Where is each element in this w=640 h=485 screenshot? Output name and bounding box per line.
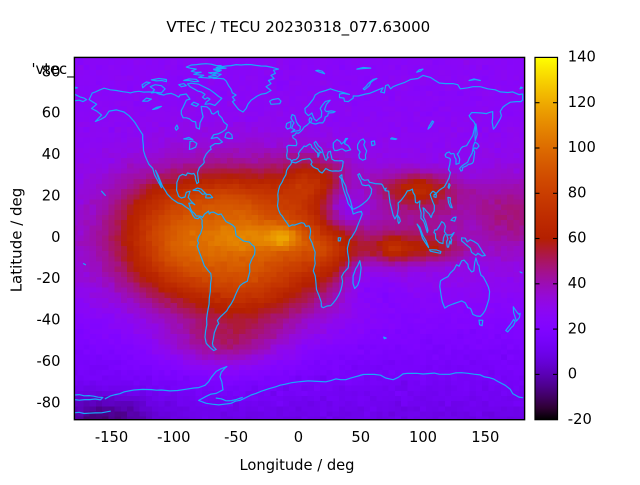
- svg-text:80: 80: [42, 63, 61, 80]
- svg-text:0: 0: [51, 229, 60, 246]
- svg-text:-40: -40: [37, 312, 61, 329]
- svg-text:-100: -100: [157, 429, 190, 446]
- svg-text:50: 50: [351, 429, 370, 446]
- svg-text:60: 60: [42, 105, 61, 122]
- svg-text:40: 40: [568, 275, 587, 292]
- svg-text:'vtec_: 'vtec_: [32, 61, 76, 78]
- svg-text:60: 60: [568, 230, 587, 247]
- svg-text:100: 100: [409, 429, 437, 446]
- svg-text:-80: -80: [37, 394, 61, 411]
- svg-text:120: 120: [568, 94, 596, 111]
- svg-text:100: 100: [568, 139, 596, 156]
- svg-text:Latitude / deg: Latitude / deg: [8, 188, 26, 293]
- svg-text:-50: -50: [224, 429, 248, 446]
- svg-text:-20: -20: [568, 411, 592, 428]
- svg-text:40: 40: [42, 146, 61, 163]
- svg-text:150: 150: [471, 429, 499, 446]
- svg-text:-60: -60: [37, 353, 61, 370]
- svg-text:-20: -20: [37, 270, 61, 287]
- svg-text:0: 0: [568, 366, 577, 383]
- svg-text:-150: -150: [95, 429, 128, 446]
- svg-text:0: 0: [294, 429, 303, 446]
- svg-text:VTEC / TECU 20230318_077.63000: VTEC / TECU 20230318_077.63000: [166, 18, 430, 37]
- svg-text:80: 80: [568, 185, 587, 202]
- svg-text:20: 20: [568, 320, 587, 337]
- svg-text:140: 140: [568, 49, 596, 66]
- svg-text:Longitude / deg: Longitude / deg: [239, 457, 354, 474]
- svg-text:20: 20: [42, 187, 61, 204]
